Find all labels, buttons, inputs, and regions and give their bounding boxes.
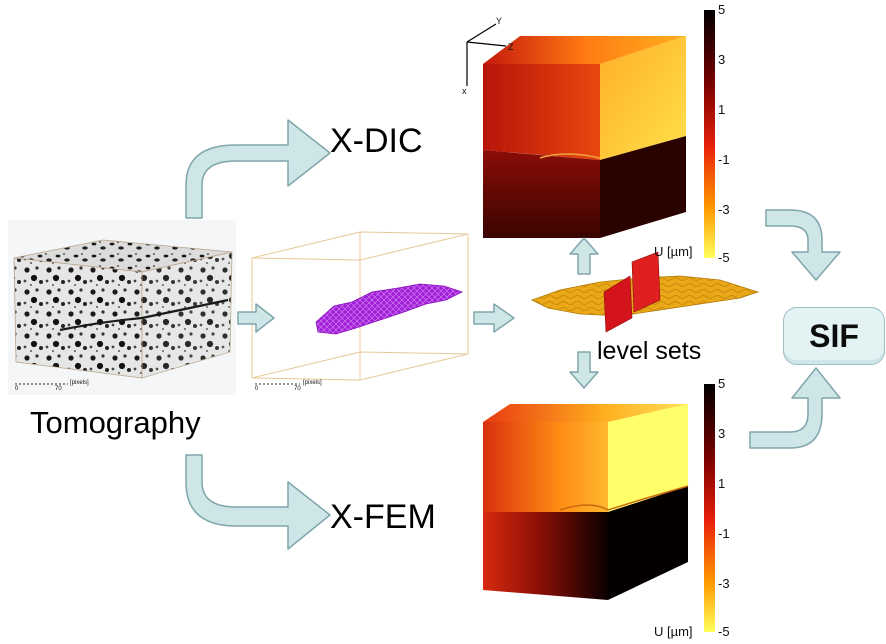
arrow-levelsets-to-xdic	[570, 238, 598, 274]
level-set-surface	[532, 252, 758, 332]
arrow-tomo-to-xfem	[186, 455, 330, 549]
arrow-xdic-to-sif	[766, 210, 840, 280]
arrow-levelsets-to-xfem	[570, 352, 598, 388]
xfem-cube	[483, 404, 688, 600]
colorbar-top	[704, 10, 715, 258]
arrow-xfem-to-sif	[750, 368, 840, 448]
xdic-cube	[483, 36, 686, 238]
colorbar-bottom	[704, 384, 715, 632]
arrow-tomo-to-xdic	[186, 120, 330, 218]
arrow-mesh-to-levelsets	[474, 304, 514, 332]
tomography-cube	[8, 220, 236, 395]
crack-mesh-box	[246, 222, 472, 394]
